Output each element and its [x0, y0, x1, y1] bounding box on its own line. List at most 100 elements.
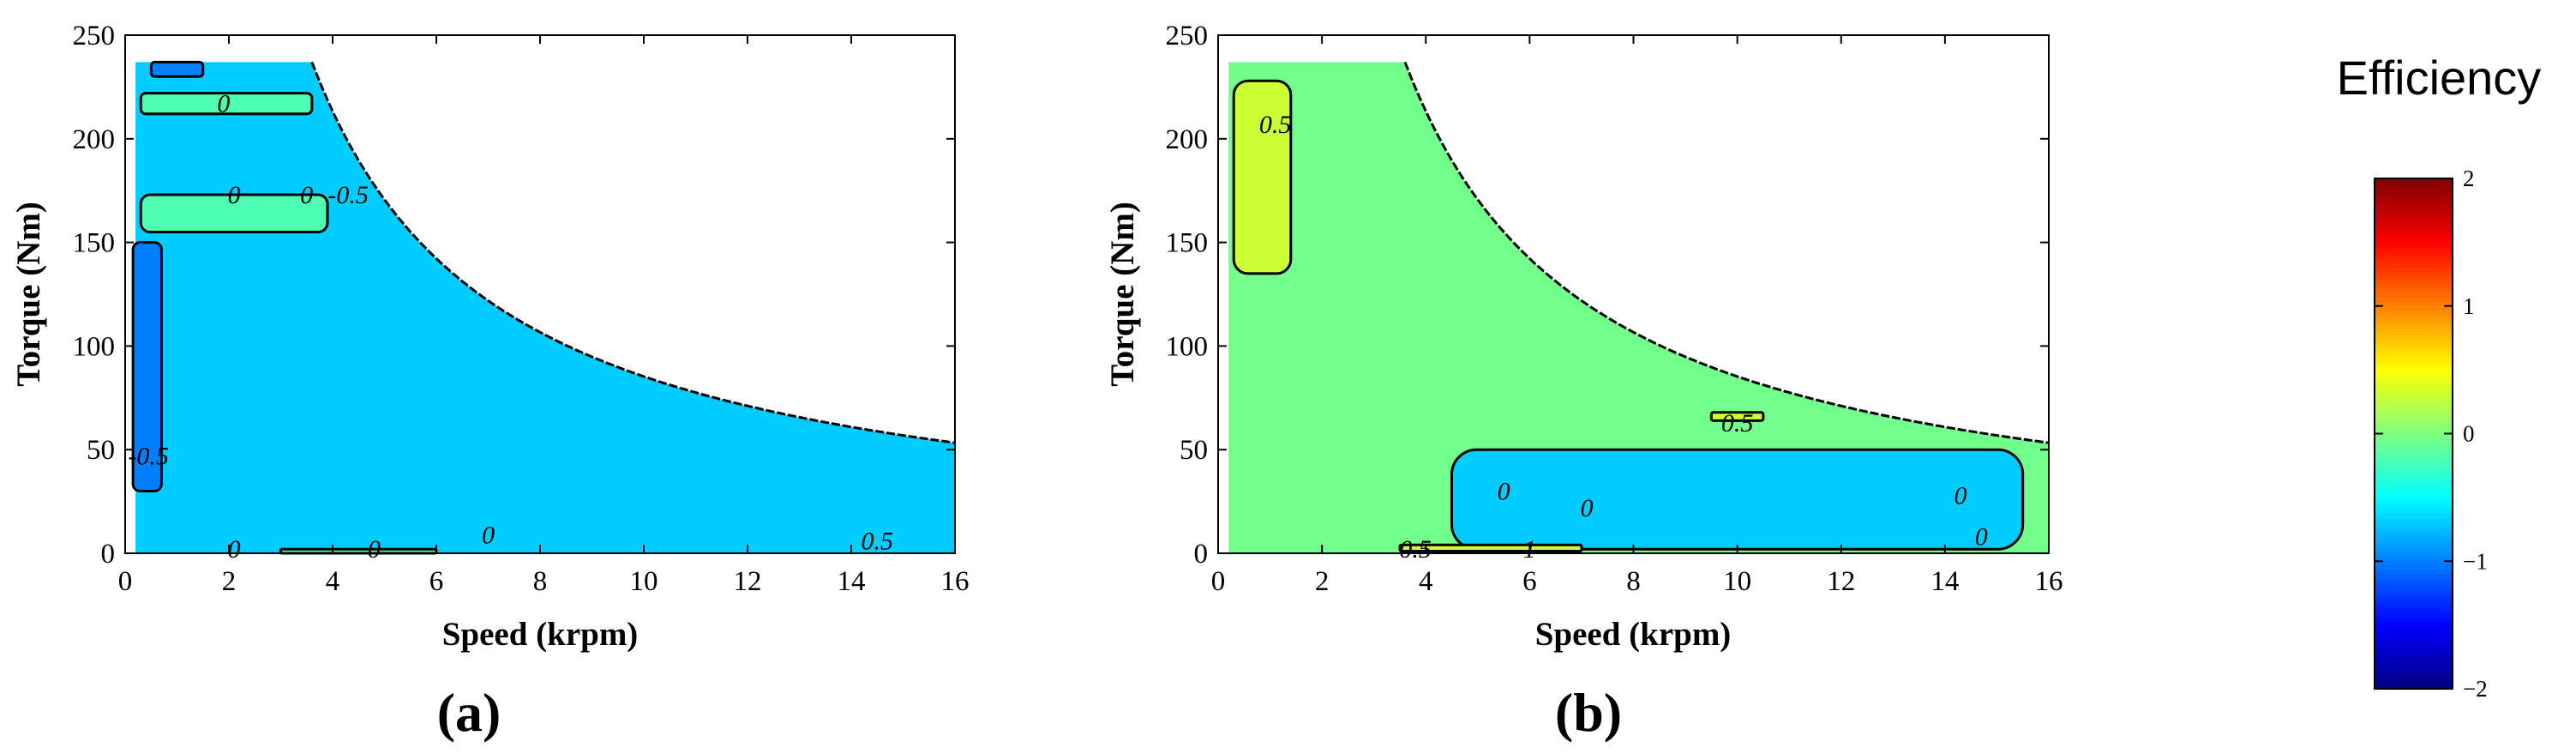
- panel-a-y-ticks: 0 50 100 150 200 250: [73, 21, 955, 570]
- colorbar-band-3: [2375, 190, 2453, 196]
- panel-a-x-tick-label-1: 2: [222, 566, 237, 597]
- colorbar-band-19: [2375, 259, 2453, 264]
- colorbar-band-67: [2375, 463, 2453, 468]
- panel-a-y-tick-label-2: 100: [73, 331, 116, 362]
- colorbar-band-48: [2375, 383, 2453, 388]
- colorbar-band-84: [2375, 535, 2453, 541]
- colorbar-band-55: [2375, 412, 2453, 418]
- panel-a-y-tick-label-5: 250: [73, 21, 116, 51]
- panel-a-y-tick-label-3: 150: [73, 228, 116, 259]
- colorbar-band-70: [2375, 476, 2453, 481]
- panel-a-region-2: [131, 241, 163, 492]
- colorbar-band-4: [2375, 195, 2453, 201]
- colorbar-band-53: [2375, 403, 2453, 409]
- colorbar-band-18: [2375, 255, 2453, 260]
- panel-b-x-tick-label-7: 14: [1930, 566, 1959, 597]
- colorbar-band-16: [2375, 246, 2453, 251]
- colorbar-band-104: [2375, 620, 2453, 626]
- colorbar-band-74: [2375, 492, 2453, 498]
- colorbar-band-7: [2375, 208, 2453, 214]
- panel-a-x-tick-label-6: 12: [734, 566, 762, 597]
- panel-a-boundary-contour: [310, 61, 956, 444]
- panel-b-x-tick-label-4: 8: [1626, 566, 1641, 597]
- panel-a-contour-label-4: -0.5: [128, 442, 169, 470]
- colorbar-band-112: [2375, 654, 2453, 660]
- colorbar-band-99: [2375, 599, 2453, 605]
- panel-a-y-tick-label-0: 0: [101, 539, 116, 570]
- panel-a-contour-label-3: -0.5: [327, 181, 369, 209]
- panel-b-contour-label-4: 0: [1955, 481, 1967, 510]
- panel-a-efficiency-field: [135, 62, 956, 553]
- panel-b-label: (b): [1555, 682, 1622, 743]
- panel-b-x-tick-label-5: 10: [1723, 566, 1751, 597]
- panel-a-x-tick-label-3: 6: [429, 566, 444, 597]
- panel-b-region-0: [1232, 79, 1293, 275]
- panel-b-y-tick-label-1: 50: [1180, 435, 1208, 466]
- colorbar-band-98: [2375, 594, 2453, 600]
- colorbar-band-90: [2375, 561, 2453, 566]
- colorbar-band-108: [2375, 637, 2453, 643]
- colorbar-band-59: [2375, 429, 2453, 435]
- panel-b-boundary-contour: [1403, 61, 2050, 444]
- colorbar-band-77: [2375, 505, 2453, 511]
- panel-a-x-tick-label-7: 14: [838, 566, 866, 597]
- panel-a-contour-label-1: 0: [228, 181, 241, 209]
- colorbar-band-27: [2375, 293, 2453, 299]
- colorbar-tick-label-1: 1: [2463, 293, 2475, 319]
- colorbar-band-60: [2375, 433, 2453, 439]
- colorbar-band-100: [2375, 603, 2453, 609]
- colorbar-band-109: [2375, 642, 2453, 648]
- panel-b-contour-label-3: 0: [1581, 494, 1594, 522]
- panel-a-label: (a): [437, 682, 501, 743]
- colorbar-band-38: [2375, 340, 2453, 345]
- panel-a-region-0: [139, 92, 314, 116]
- colorbar-band-103: [2375, 616, 2453, 622]
- colorbar-band-5: [2375, 199, 2453, 205]
- panel-b-contour-label-1: 0.5: [1721, 409, 1754, 437]
- panel-a-contour-label-8: 0.5: [862, 528, 894, 556]
- panel-b-x-tick-label-8: 16: [2035, 566, 2063, 597]
- colorbar-tick-label-0: 2: [2463, 166, 2475, 191]
- colorbar-band-65: [2375, 455, 2453, 460]
- panel-a-x-tick-label-4: 8: [533, 566, 548, 597]
- panel-b-efficiency-field: [1228, 62, 2049, 553]
- colorbar: Efficiency 2 1 0 −1 −2: [2337, 51, 2542, 702]
- panel-b-contour-label-0: 0.5: [1259, 111, 1292, 139]
- colorbar-band-87: [2375, 548, 2453, 553]
- colorbar-band-49: [2375, 386, 2453, 392]
- panel-a-x-ticks: 0 2 4 6 8 10 12 14 16: [118, 35, 970, 597]
- colorbar-band-57: [2375, 420, 2453, 426]
- colorbar-band-115: [2375, 667, 2453, 673]
- colorbar-band-113: [2375, 659, 2453, 664]
- colorbar-band-76: [2375, 501, 2453, 507]
- colorbar-ticks: 2 1 0 −1 −2: [2375, 166, 2488, 702]
- colorbar-band-86: [2375, 544, 2453, 549]
- colorbar-band-21: [2375, 268, 2453, 273]
- panel-a-y-axis-label: Torque (Nm): [10, 202, 47, 387]
- colorbar-band-81: [2375, 522, 2453, 528]
- panel-b-x-tick-label-2: 4: [1419, 566, 1433, 597]
- colorbar-band-68: [2375, 467, 2453, 473]
- panel-b-x-tick-label-0: 0: [1211, 566, 1226, 597]
- colorbar-band-45: [2375, 370, 2453, 375]
- colorbar-band-9: [2375, 216, 2453, 222]
- panel-a-x-tick-label-8: 16: [941, 566, 970, 597]
- colorbar-band-82: [2375, 527, 2453, 533]
- colorbar-band-15: [2375, 242, 2453, 247]
- panel-a-contour-label-7: 0: [482, 521, 495, 549]
- colorbar-band-43: [2375, 361, 2453, 366]
- panel-a-contour-label-0: 0: [217, 90, 230, 118]
- panel-a-contour-label-2: 0: [300, 181, 313, 209]
- colorbar-band-118: [2375, 680, 2453, 685]
- colorbar-band-95: [2375, 582, 2453, 588]
- colorbar-band-93: [2375, 574, 2453, 579]
- colorbar-band-12: [2375, 229, 2453, 235]
- colorbar-band-75: [2375, 497, 2453, 503]
- colorbar-tick-label-2: 0: [2463, 421, 2475, 447]
- colorbar-band-51: [2375, 395, 2453, 401]
- colorbar-band-8: [2375, 212, 2453, 218]
- colorbar-band-106: [2375, 629, 2453, 635]
